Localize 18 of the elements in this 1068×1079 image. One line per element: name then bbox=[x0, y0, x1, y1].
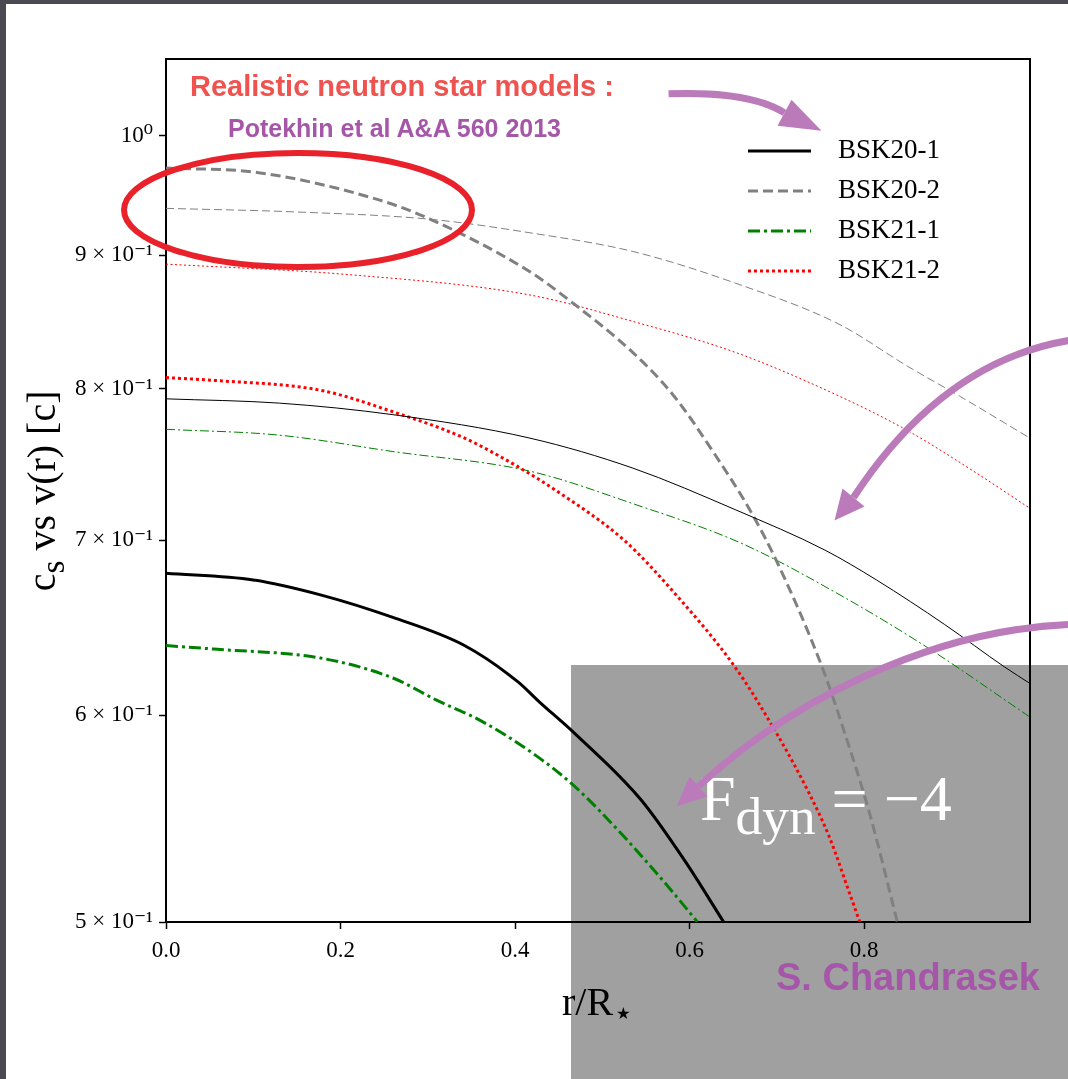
y-tick-label: 7 × 10⁻¹ bbox=[74, 526, 154, 552]
line-series bbox=[166, 644, 699, 922]
legend-label: BSK20-1 bbox=[837, 134, 940, 165]
x-tick-label: 0.0 bbox=[151, 936, 181, 962]
y-tick-label: 6 × 10⁻¹ bbox=[74, 701, 154, 727]
legend-label: BSK20-2 bbox=[837, 174, 940, 205]
line-series bbox=[166, 428, 1030, 718]
x-tick-label: 0.4 bbox=[500, 936, 530, 962]
annotation: Realistic neutron star models : bbox=[190, 70, 614, 103]
legend-label: BSK21-1 bbox=[837, 214, 940, 245]
y-tick-label: 8 × 10⁻¹ bbox=[74, 374, 154, 400]
x-tick-label: 0.6 bbox=[675, 936, 705, 962]
annotation: Potekhin et al A&A 560 2013 bbox=[228, 114, 562, 143]
legend-label: BSK21-2 bbox=[837, 254, 940, 285]
y-tick-label: 9 × 10⁻¹ bbox=[74, 241, 154, 267]
x-tick-label: 0.2 bbox=[326, 936, 355, 962]
y-tick-label: 10⁰ bbox=[120, 121, 153, 147]
y-tick-label: 5 × 10⁻¹ bbox=[74, 908, 154, 934]
